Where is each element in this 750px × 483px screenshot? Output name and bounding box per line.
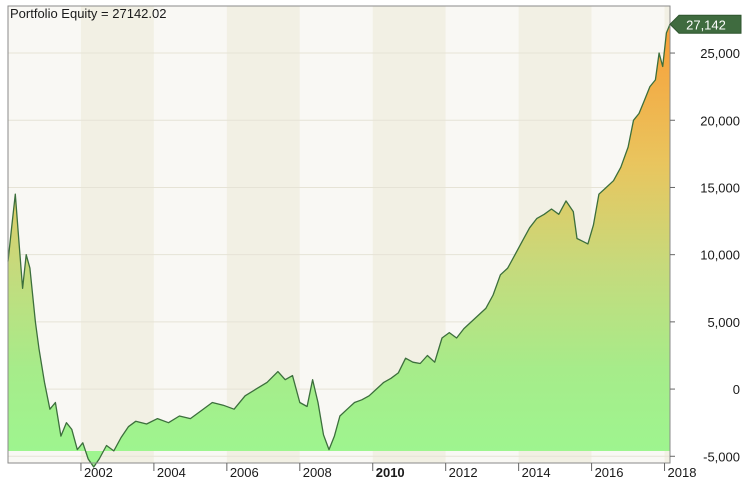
last-value-badge	[669, 14, 742, 34]
y-tick-label: 0	[733, 382, 740, 397]
x-tick-label: 2002	[84, 465, 113, 480]
axis-layer: 25,000 20,000 15,000 10,000 5,000 0 -5,000 2002…	[7, 5, 742, 480]
equity-area-layer	[7, 24, 671, 468]
y-tick-label: -5,000	[703, 449, 740, 464]
equity-area-fill	[8, 24, 670, 468]
plot-frame	[7, 5, 671, 464]
x-tick-label: 2016	[595, 465, 624, 480]
chart-title: Portfolio Equity = 27142.02	[10, 6, 166, 21]
x-tick-label: 2012	[449, 465, 478, 480]
equity-line	[7, 24, 671, 468]
x-tick-label: 2004	[157, 465, 186, 480]
y-tick-label: 25,000	[700, 46, 740, 61]
x-tick-label: 2010	[376, 465, 405, 480]
x-tick-label: 2018	[668, 465, 697, 480]
x-tick-label: 2008	[303, 465, 332, 480]
y-tick-label: 5,000	[707, 315, 740, 330]
y-tick-label: 10,000	[700, 248, 740, 263]
y-tick-label: 15,000	[700, 180, 740, 195]
x-tick-label: 2014	[522, 465, 551, 480]
y-tick-label: 20,000	[700, 113, 740, 128]
last-value-marker: 27,142	[669, 14, 742, 34]
year-band	[80, 6, 154, 463]
year-band	[153, 6, 227, 463]
last-value-label: 27,142	[686, 17, 726, 32]
x-tick-label: 2006	[230, 465, 259, 480]
